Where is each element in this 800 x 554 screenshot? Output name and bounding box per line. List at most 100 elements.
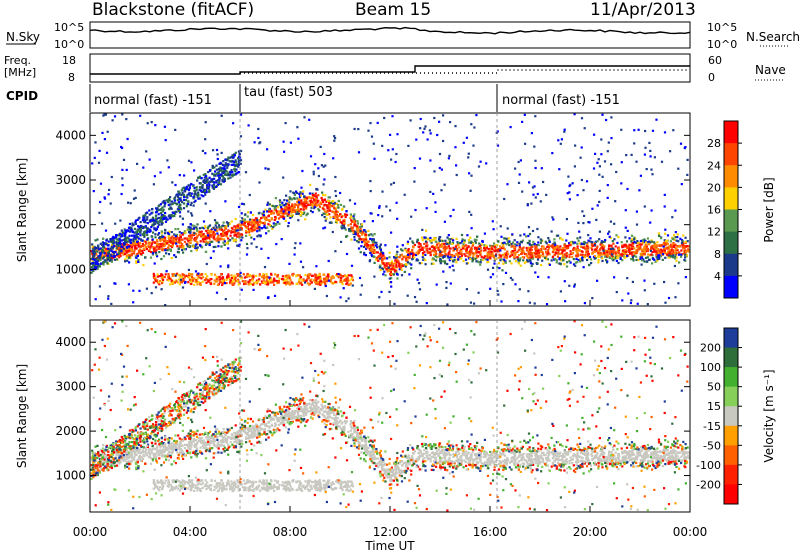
power-echo-cell — [350, 238, 353, 241]
power-echo-cell — [387, 262, 390, 265]
power-echo-cell — [227, 223, 230, 226]
power-streak-cell — [97, 263, 100, 266]
power-noise-cell — [596, 204, 599, 207]
power-echo-cell — [364, 238, 367, 241]
power-noise-cell — [585, 180, 589, 183]
power-echo-cell — [135, 253, 138, 256]
power-echo-cell — [640, 256, 644, 259]
power-echo-cell — [212, 237, 215, 240]
power-echo-cell — [630, 234, 634, 237]
power-streak-cell — [144, 214, 147, 217]
power-streak-cell — [197, 197, 200, 200]
power-low-cell — [193, 283, 196, 286]
power-echo-cell — [364, 244, 367, 247]
power-echo-cell — [190, 236, 193, 239]
power-echo-cell — [368, 234, 371, 237]
power-echo-cell — [177, 247, 180, 250]
power-echo-cell — [532, 243, 535, 246]
power-echo-cell — [645, 245, 648, 248]
power-echo-cell — [165, 252, 168, 255]
power-noise-cell — [593, 244, 597, 247]
power-noise-cell — [287, 211, 291, 214]
power-echo-cell — [208, 238, 211, 241]
power-echo-cell — [643, 250, 646, 253]
power-streak-cell — [144, 212, 147, 215]
power-echo-cell — [323, 198, 327, 201]
power-streak-cell — [154, 211, 158, 214]
power-echo-cell — [260, 227, 263, 230]
power-streak-cell — [159, 212, 162, 215]
power-low-cell — [326, 273, 330, 276]
power-echo-cell — [134, 240, 137, 243]
power-noise-cell — [472, 144, 475, 147]
power-noise-cell — [179, 278, 182, 281]
power-echo-cell — [254, 220, 257, 223]
power-echo-cell — [455, 261, 458, 264]
power-echo-cell — [452, 248, 455, 252]
power-echo-cell — [507, 252, 510, 256]
power-streak-cell — [108, 257, 111, 260]
power-echo-cell — [139, 249, 142, 252]
freq-label-1: Freq. — [4, 54, 31, 67]
power-echo-cell — [432, 262, 435, 265]
power-echo-cell — [566, 232, 569, 235]
sky-search-panel: N.Sky 10^5 10^0 10^5 10^0 N.Search — [6, 21, 800, 51]
power-echo-cell — [360, 223, 364, 226]
power-echo-cell — [603, 240, 606, 243]
power-echo-cell — [536, 249, 539, 253]
power-low-cell — [331, 282, 334, 285]
power-noise-cell — [369, 122, 372, 125]
power-low-cell — [219, 278, 222, 281]
power-echo-cell — [583, 256, 586, 259]
power-noise-cell — [524, 142, 527, 145]
power-streak-cell — [206, 185, 209, 188]
power-echo-cell — [340, 216, 343, 219]
power-echo-cell — [448, 259, 451, 262]
power-streak-cell — [111, 241, 114, 244]
power-echo-cell — [615, 253, 618, 257]
power-echo-cell — [680, 253, 683, 256]
power-low-cell — [157, 281, 160, 284]
power-echo-cell — [226, 231, 229, 234]
power-low-cell — [257, 280, 260, 283]
power-streak-cell — [234, 159, 237, 162]
power-echo-cell — [220, 232, 223, 236]
power-echo-cell — [430, 240, 433, 243]
power-echo-cell — [555, 261, 558, 264]
power-streak-cell — [117, 252, 120, 255]
power-noise-cell — [643, 279, 646, 282]
power-echo-cell — [119, 254, 122, 257]
power-noise-cell — [108, 188, 111, 191]
power-low-cell — [350, 278, 353, 281]
power-echo-cell — [193, 224, 196, 227]
power-echo-cell — [234, 231, 237, 234]
power-noise-cell — [568, 198, 571, 201]
power-echo-cell — [207, 225, 210, 228]
power-echo-cell — [168, 248, 171, 251]
power-noise-cell — [550, 230, 553, 233]
power-noise-cell — [220, 151, 223, 154]
power-streak-cell — [218, 169, 221, 173]
power-low-cell — [243, 282, 246, 286]
power-echo-cell — [202, 240, 205, 243]
power-streak-cell — [194, 193, 197, 196]
power-low-cell — [232, 280, 235, 283]
power-echo-cell — [204, 235, 207, 238]
power-noise-cell — [127, 283, 130, 286]
power-noise-cell — [573, 285, 576, 288]
power-noise-cell — [266, 296, 270, 300]
power-noise-cell — [324, 284, 327, 288]
power-echo-cell — [431, 258, 434, 261]
power-echo-cell — [673, 234, 676, 237]
power-echo-cell — [525, 249, 529, 252]
power-echo-cell — [654, 244, 657, 247]
power-echo-cell — [160, 257, 163, 261]
power-echo-cell — [353, 218, 356, 221]
power-low-cell — [225, 278, 228, 282]
power-streak-cell — [169, 217, 172, 220]
power-echo-cell — [206, 227, 209, 230]
power-echo-cell — [122, 252, 125, 255]
power-noise-cell — [323, 226, 327, 229]
power-echo-cell — [521, 256, 524, 259]
power-echo-cell — [223, 238, 226, 241]
